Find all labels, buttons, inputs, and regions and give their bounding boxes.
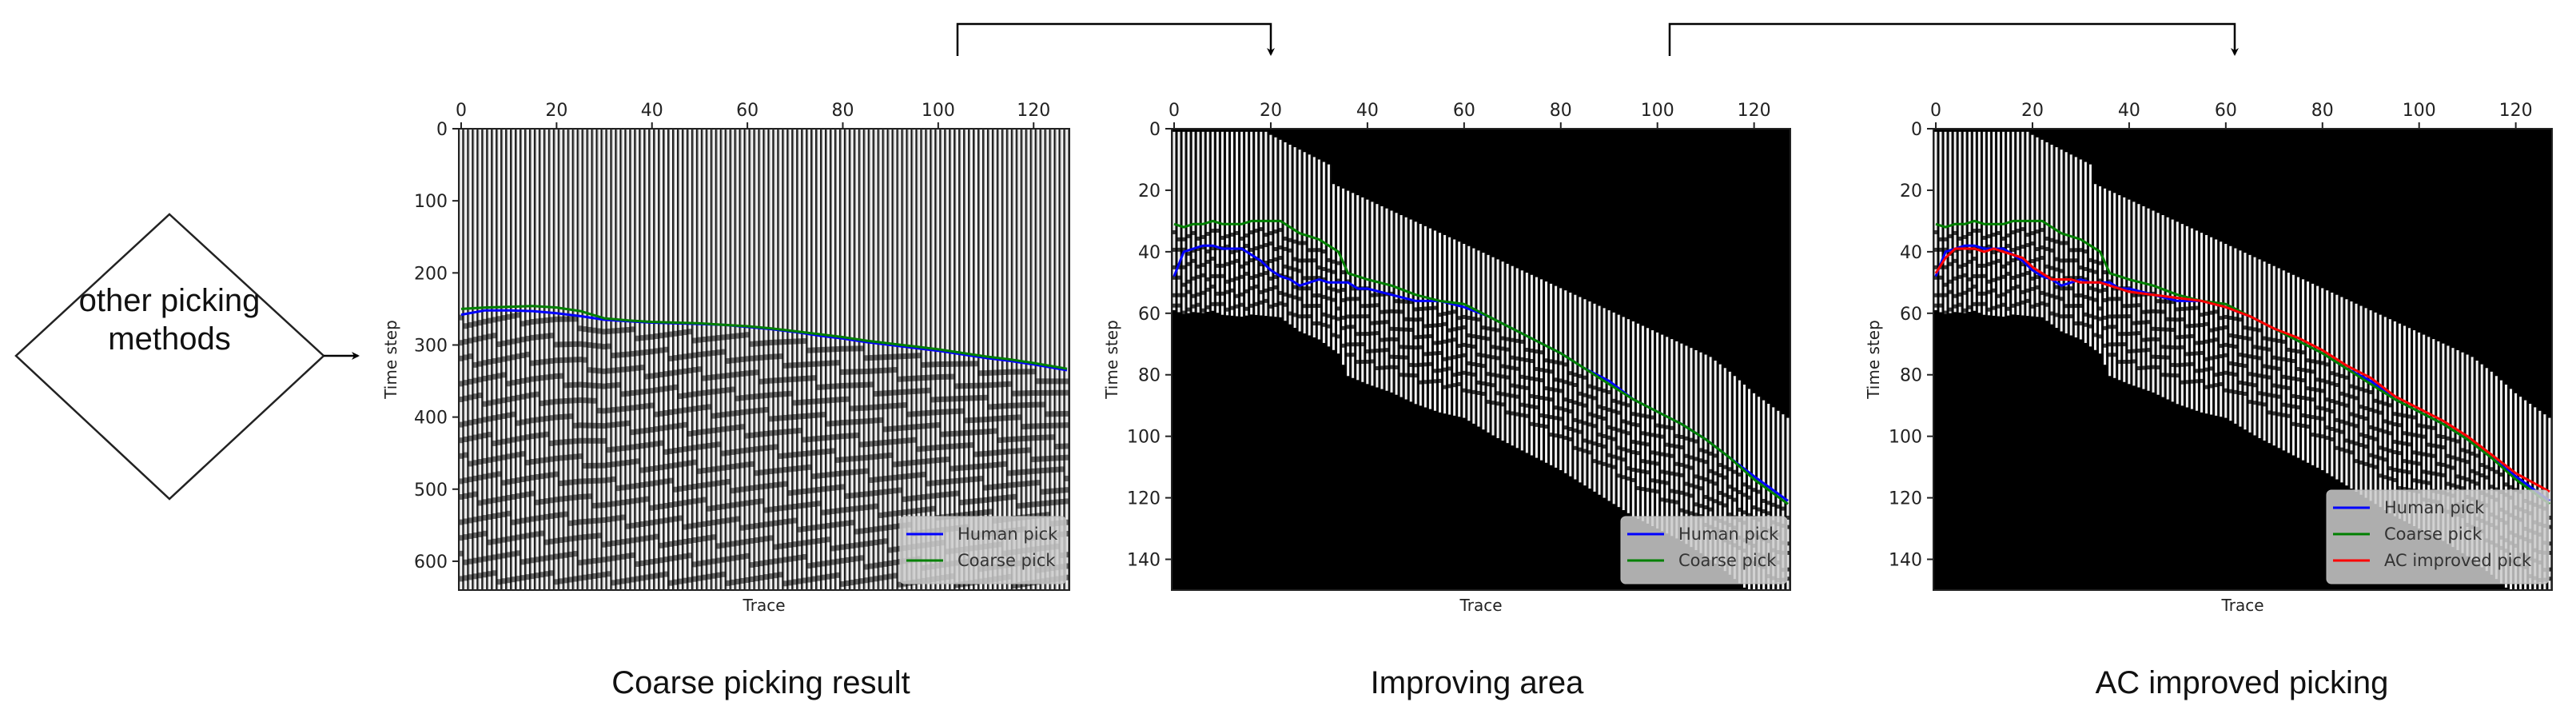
y-tick-label: 100 — [1127, 428, 1161, 448]
x-tick-label: 100 — [2403, 101, 2436, 121]
x-tick-label: 120 — [1017, 101, 1050, 121]
x-tick-label: 60 — [2215, 101, 2237, 121]
x-tick-label: 20 — [1260, 101, 1282, 121]
y-axis-label: Time step — [1864, 320, 1883, 400]
y-axis: 0 20 40 60 80 100 120 140 — [1889, 120, 1933, 571]
x-tick-label: 20 — [545, 101, 567, 121]
x-tick-label: 80 — [2311, 101, 2334, 121]
y-tick-label: 600 — [414, 552, 448, 572]
y-tick-label: 100 — [414, 192, 448, 212]
x-tick-label: 0 — [1930, 101, 1941, 121]
legend: Human pick Coarse pick — [899, 516, 1067, 584]
x-tick-label: 80 — [1550, 101, 1572, 121]
plot-frame — [1171, 128, 1791, 591]
diamond-node-other-picking-methods — [14, 213, 325, 501]
y-tick-label: 0 — [1149, 120, 1161, 140]
legend-entry: Coarse pick — [1678, 551, 1777, 570]
legend-entry: Human pick — [2384, 498, 2485, 517]
caption-improving-area: Improving area — [1370, 665, 1584, 700]
arrow-coarse-to-improving — [956, 22, 1275, 56]
x-tick-label: 0 — [1169, 101, 1180, 121]
diamond-label-line2: methods — [108, 321, 231, 357]
seismic-image — [1172, 129, 1790, 590]
y-tick-label: 120 — [1127, 489, 1161, 509]
panel-ac-improved-picking: 0 20 40 60 80 100 120 0 20 40 60 80 100 120 140 Trace Ti… — [1864, 101, 2553, 615]
x-axis-top: 0 20 40 60 80 100 120 — [456, 101, 1050, 129]
y-tick-label: 0 — [436, 120, 448, 140]
y-axis: 0 100 200 300 400 500 600 — [414, 120, 459, 572]
y-tick-label: 60 — [1900, 305, 1922, 325]
diamond-label: other picking methods — [79, 281, 261, 358]
y-tick-label: 300 — [414, 336, 448, 356]
pick-line-ac-improved-pick — [1934, 247, 2550, 493]
legend-entry: Coarse pick — [958, 551, 1056, 570]
panel-improving-area: 0 20 40 60 80 100 120 0 20 40 60 80 100 120 140 Trace Ti… — [1102, 101, 1791, 615]
x-axis-label: Trace — [2220, 596, 2263, 615]
y-tick-label: 80 — [1138, 366, 1161, 386]
seismic-image — [459, 129, 1069, 590]
panel-coarse-picking-result: 0 20 40 60 80 100 120 0 100 200 300 400 500 600 Trace T… — [381, 101, 1070, 615]
x-tick-label: 40 — [641, 101, 663, 121]
pick-line-coarse-pick — [460, 305, 1068, 370]
x-tick-label: 60 — [1453, 101, 1475, 121]
caption-coarse-picking-result: Coarse picking result — [611, 665, 910, 700]
y-tick-label: 20 — [1900, 181, 1922, 201]
y-tick-label: 40 — [1138, 243, 1161, 263]
y-tick-label: 20 — [1138, 181, 1161, 201]
x-tick-label: 0 — [456, 101, 467, 121]
y-tick-label: 80 — [1900, 366, 1922, 386]
y-tick-label: 500 — [414, 481, 448, 501]
x-axis-label: Trace — [742, 596, 785, 615]
x-axis-top: 0 20 40 60 80 100 120 — [1930, 101, 2533, 129]
y-tick-label: 400 — [414, 409, 448, 429]
y-axis-label: Time step — [381, 320, 400, 400]
x-tick-label: 100 — [1641, 101, 1674, 121]
x-tick-label: 60 — [736, 101, 758, 121]
y-tick-label: 0 — [1911, 120, 1922, 140]
y-tick-label: 140 — [1889, 551, 1922, 571]
y-tick-label: 40 — [1900, 243, 1922, 263]
y-axis: 0 20 40 60 80 100 120 140 — [1127, 120, 1172, 571]
plot-frame — [458, 128, 1070, 591]
y-tick-label: 120 — [1889, 489, 1922, 509]
arrow-improving-to-ac — [1668, 22, 2239, 56]
x-tick-label: 20 — [2021, 101, 2044, 121]
plot-frame — [1933, 128, 2553, 591]
caption-ac-improved-picking: AC improved picking — [2095, 665, 2389, 700]
y-tick-label: 60 — [1138, 305, 1161, 325]
diamond-label-line1: other picking — [78, 283, 261, 318]
y-tick-label: 140 — [1127, 551, 1161, 571]
legend-entry: Coarse pick — [2384, 525, 2482, 544]
legend-entry: Human pick — [1678, 525, 1779, 544]
x-tick-label: 120 — [1738, 101, 1771, 121]
x-tick-label: 40 — [2118, 101, 2140, 121]
x-axis-label: Trace — [1459, 596, 1502, 615]
y-tick-label: 100 — [1889, 428, 1922, 448]
x-tick-label: 100 — [922, 101, 955, 121]
legend: Human pick Coarse pick — [1620, 516, 1788, 584]
legend-entry: AC improved pick — [2384, 551, 2532, 570]
y-axis-label: Time step — [1102, 320, 1121, 400]
x-tick-label: 40 — [1356, 101, 1379, 121]
x-axis-top: 0 20 40 60 80 100 120 — [1169, 101, 1771, 129]
legend: Human pick Coarse pick AC improved pick — [2326, 489, 2550, 584]
pick-line-coarse-pick — [1173, 219, 1789, 505]
x-tick-label: 120 — [2499, 101, 2533, 121]
y-tick-label: 200 — [414, 264, 448, 284]
x-tick-label: 80 — [831, 101, 854, 121]
pick-line-coarse-pick — [1935, 219, 2550, 505]
legend-entry: Human pick — [958, 525, 1058, 544]
